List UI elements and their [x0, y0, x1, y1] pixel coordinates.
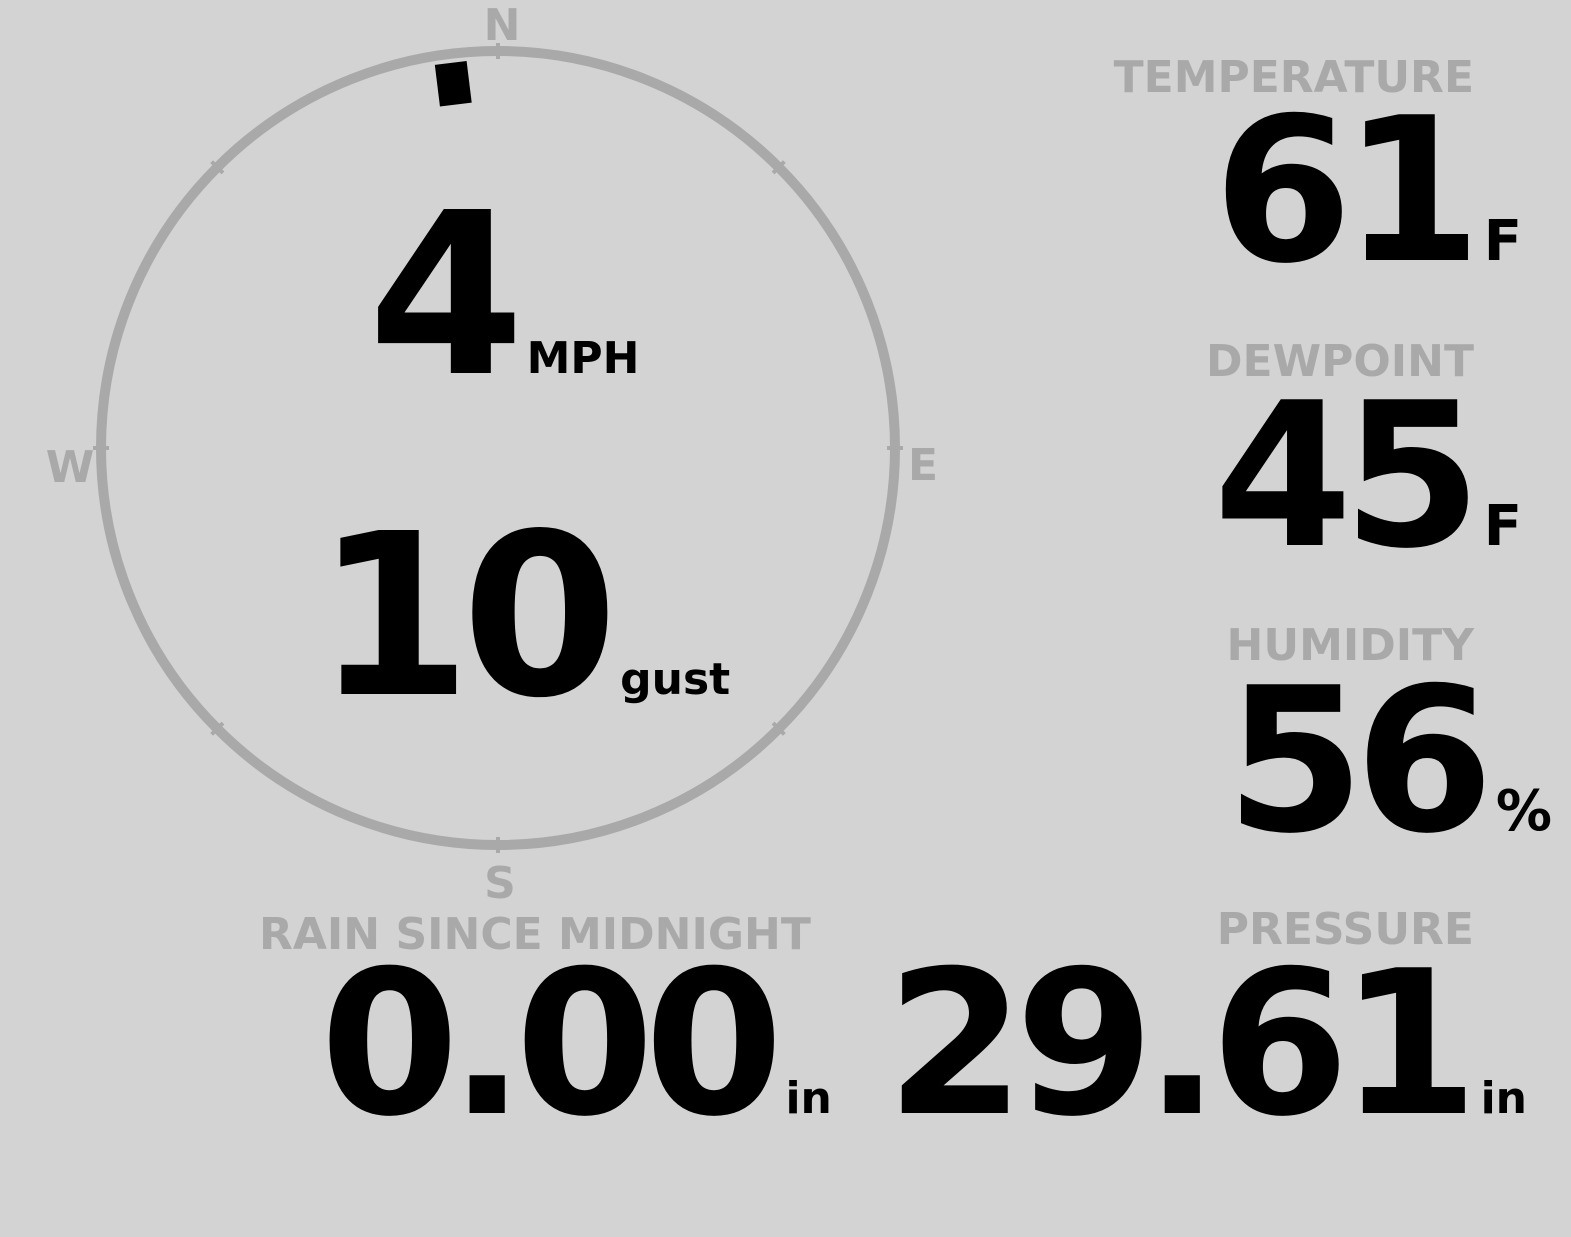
wind-gust-unit: gust: [620, 654, 731, 705]
wind-speed-unit: MPH: [526, 333, 640, 384]
dewpoint: 45 F: [1213, 360, 1522, 593]
rain-value: 0.00: [320, 928, 783, 1161]
temperature-unit: F: [1483, 209, 1522, 274]
pressure-label: PRESSURE: [1216, 904, 1474, 955]
pressure-value: 29.61: [885, 928, 1479, 1161]
rain-unit: in: [785, 1073, 832, 1124]
pressure-unit: in: [1480, 1073, 1527, 1124]
pressure: 29.61 in: [885, 928, 1527, 1161]
wind-direction-marker: [434, 60, 472, 107]
wind-compass: N E S W: [46, 0, 938, 909]
humidity-label: HUMIDITY: [1226, 620, 1474, 671]
compass-tick: [210, 160, 225, 175]
rain-label: RAIN SINCE MIDNIGHT: [259, 909, 811, 960]
rain: 0.00 in: [320, 928, 832, 1161]
temperature: 61 F: [1213, 75, 1522, 308]
compass-ticks: [93, 43, 903, 853]
compass-tick: [771, 160, 786, 175]
dewpoint-unit: F: [1483, 494, 1522, 559]
humidity-unit: %: [1495, 779, 1552, 844]
wind-gust: 10 gust: [315, 486, 731, 748]
compass-north-label: N: [484, 0, 521, 51]
compass-tick: [771, 721, 786, 736]
wind-speed: 4 MPH: [368, 165, 640, 427]
compass-east-label: E: [908, 440, 938, 491]
compass-west-label: W: [46, 442, 95, 493]
compass-south-label: S: [484, 858, 516, 909]
wind-speed-value: 4: [368, 165, 525, 427]
temperature-label: TEMPERATURE: [1113, 52, 1474, 103]
temperature-value: 61: [1213, 75, 1481, 308]
compass-tick: [210, 721, 225, 736]
dewpoint-value: 45: [1213, 360, 1481, 593]
humidity-value: 56: [1225, 645, 1494, 878]
dewpoint-label: DEWPOINT: [1206, 336, 1474, 387]
wind-gust-value: 10: [315, 486, 618, 748]
humidity: 56 %: [1225, 645, 1552, 878]
